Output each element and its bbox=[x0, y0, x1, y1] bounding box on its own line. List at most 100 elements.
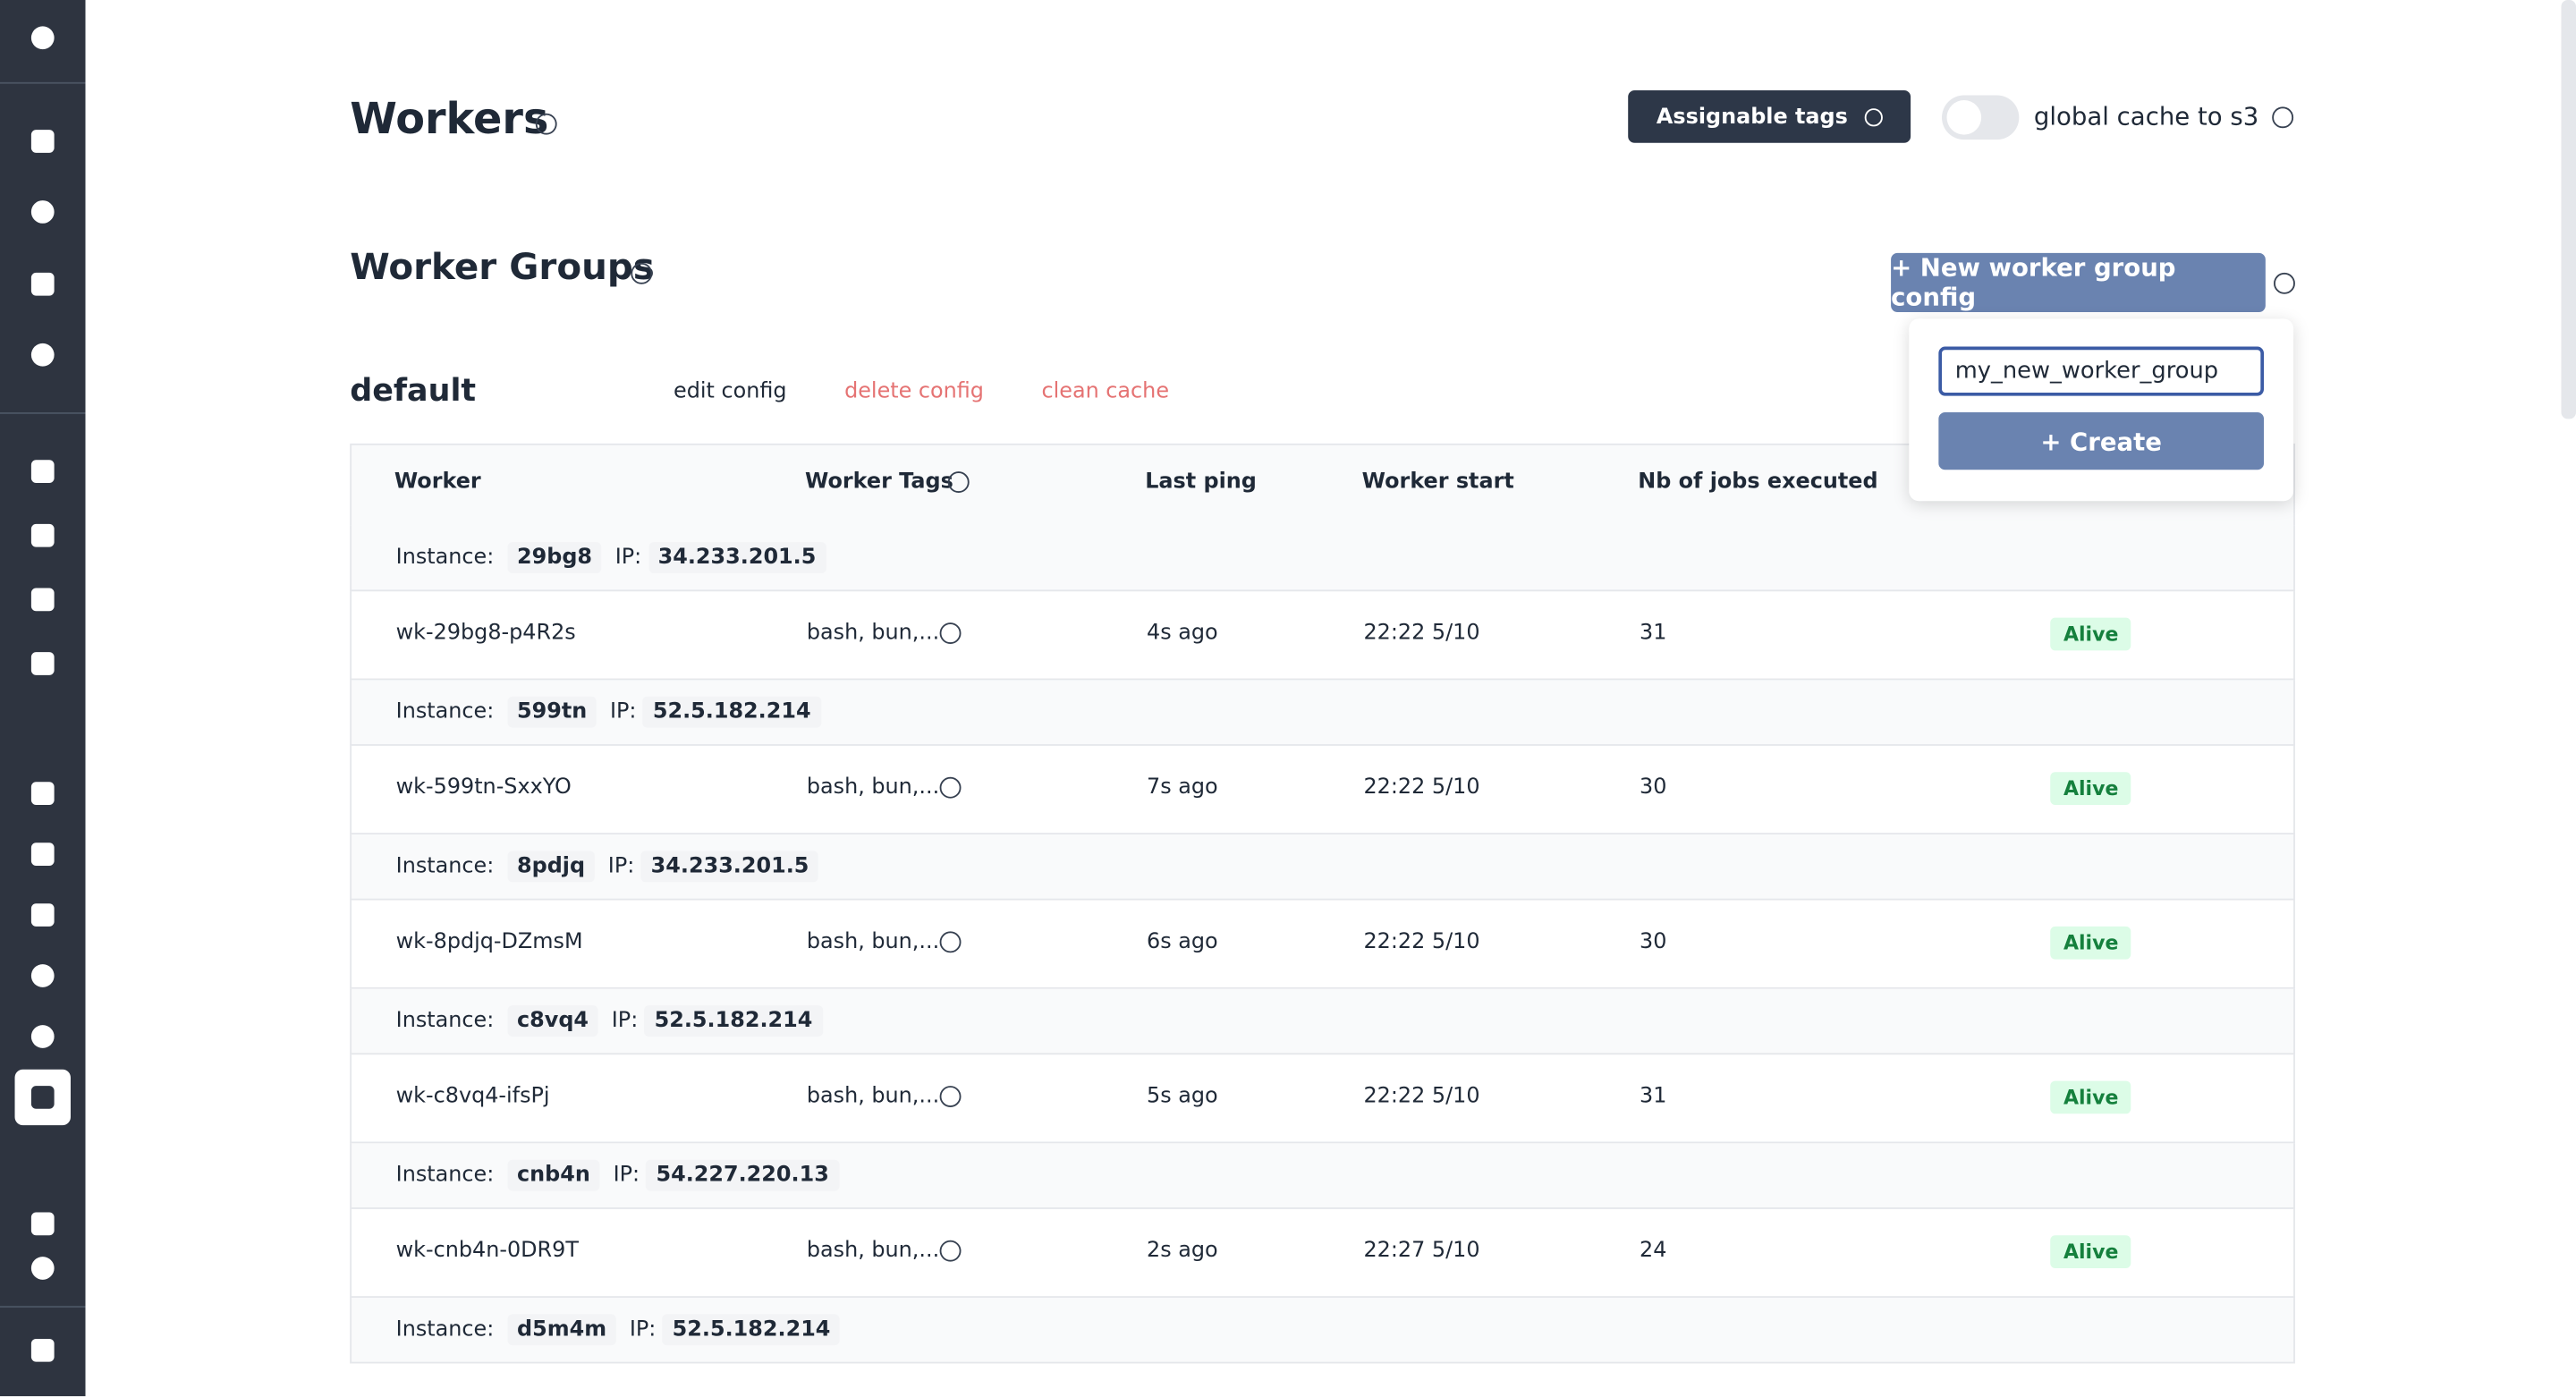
cell-jobs: 24 bbox=[1640, 1238, 1667, 1264]
instance-row: Instance: 8pdjq IP: 34.233.201.5 bbox=[350, 834, 2295, 901]
instance-label: Instance: bbox=[395, 1008, 495, 1034]
separator bbox=[0, 412, 86, 414]
column-header: Worker Tags bbox=[805, 470, 953, 495]
ip-address: 34.233.201.5 bbox=[640, 851, 819, 883]
toggle-label: global cache to s3 bbox=[2033, 101, 2259, 131]
cell-tags: bash, bun,... bbox=[806, 621, 940, 646]
ip-label: IP: bbox=[629, 1317, 657, 1342]
collapse-icon[interactable] bbox=[30, 1338, 55, 1362]
toggle[interactable] bbox=[1942, 95, 2020, 140]
new-group-button[interactable]: + New worker group config bbox=[1891, 252, 2266, 312]
ip-label: IP: bbox=[607, 854, 635, 879]
worker-row: wk-cnb4n-0DR9T bash, bun,... 2s ago 22:27 5… bbox=[350, 1208, 2295, 1299]
nav-icon[interactable] bbox=[30, 588, 55, 612]
cell-last-ping: 5s ago bbox=[1147, 1084, 1218, 1109]
cell-jobs: 30 bbox=[1640, 929, 1667, 955]
status-badge: Alive bbox=[2050, 926, 2132, 960]
instance-name: 8pdjq bbox=[506, 851, 596, 883]
cell-start: 22:27 5/10 bbox=[1363, 1238, 1480, 1264]
nav-icon[interactable] bbox=[30, 903, 55, 927]
info-icon[interactable] bbox=[2272, 106, 2294, 129]
cell-last-ping: 7s ago bbox=[1147, 775, 1218, 800]
nav-icon[interactable] bbox=[30, 272, 55, 296]
cell-tags: bash, bun,... bbox=[806, 1238, 940, 1264]
nav-icon[interactable] bbox=[30, 523, 55, 547]
info-icon[interactable] bbox=[2274, 272, 2295, 294]
scrollbar[interactable] bbox=[2561, 0, 2576, 419]
column-header: Worker bbox=[394, 470, 481, 495]
nav-icon[interactable] bbox=[30, 652, 55, 675]
cell-name: wk-29bg8-p4R2s bbox=[395, 621, 576, 646]
page-title: Workers bbox=[350, 95, 549, 145]
info-icon[interactable] bbox=[631, 262, 653, 284]
action-link[interactable]: clean cache bbox=[1041, 379, 1170, 404]
separator bbox=[0, 1306, 86, 1308]
nav-icon[interactable] bbox=[30, 130, 55, 153]
assignable-tags-button[interactable]: Assignable tags bbox=[1628, 90, 1911, 143]
action-link[interactable]: edit config bbox=[674, 379, 787, 404]
nav-icon[interactable] bbox=[30, 1212, 55, 1236]
nav-icon[interactable] bbox=[30, 343, 55, 367]
instance-name: cnb4n bbox=[506, 1159, 600, 1191]
worker-row: wk-599tn-SxxYO bash, bun,... 7s ago 22:22 5… bbox=[350, 745, 2295, 835]
instance-row: Instance: 29bg8 IP: 34.233.201.5 bbox=[350, 525, 2295, 592]
instance-row: Instance: 599tn IP: 52.5.182.214 bbox=[350, 680, 2295, 746]
cell-name: wk-c8vq4-ifsPj bbox=[395, 1084, 550, 1109]
instance-name: c8vq4 bbox=[506, 1005, 599, 1037]
cell-tags: bash, bun,... bbox=[806, 1084, 940, 1109]
nav-icon[interactable] bbox=[30, 1257, 55, 1280]
ip-label: IP: bbox=[611, 1008, 639, 1034]
group-name: default bbox=[350, 372, 477, 410]
instance-label: Instance: bbox=[395, 1163, 495, 1188]
cell-jobs: 31 bbox=[1640, 1084, 1667, 1109]
instance-name: d5m4m bbox=[506, 1314, 617, 1346]
cell-last-ping: 2s ago bbox=[1147, 1238, 1218, 1264]
action-link[interactable]: delete config bbox=[844, 379, 984, 404]
status-badge: Alive bbox=[2050, 772, 2132, 806]
instance-label: Instance: bbox=[395, 545, 495, 571]
cell-last-ping: 4s ago bbox=[1147, 621, 1218, 646]
cell-tags: bash, bun,... bbox=[806, 929, 940, 955]
section-title: Worker Groups bbox=[350, 248, 655, 290]
info-icon[interactable] bbox=[535, 113, 557, 135]
instance-row: Instance: cnb4n IP: 54.227.220.13 bbox=[350, 1143, 2295, 1209]
name-input[interactable]: my_new_worker_group bbox=[1938, 346, 2265, 396]
column-header: Worker start bbox=[1361, 470, 1514, 495]
cell-jobs: 30 bbox=[1640, 775, 1667, 800]
nav-icon[interactable] bbox=[30, 460, 55, 484]
info-icon bbox=[939, 931, 962, 953]
instance-label: Instance: bbox=[395, 699, 495, 725]
sidebar bbox=[0, 0, 86, 1397]
info-icon bbox=[939, 622, 962, 645]
instance-row: Instance: c8vq4 IP: 52.5.182.214 bbox=[350, 988, 2295, 1055]
worker-row: wk-8pdjq-DZmsM bash, bun,... 6s ago 22:22 5… bbox=[350, 900, 2295, 989]
nav-icon[interactable] bbox=[30, 842, 55, 866]
ip-address: 54.227.220.13 bbox=[646, 1159, 839, 1191]
status-badge: Alive bbox=[2050, 1080, 2132, 1114]
popover: my_new_worker_group + Create bbox=[1909, 318, 2294, 502]
info-icon bbox=[939, 776, 962, 799]
cell-tags: bash, bun,... bbox=[806, 775, 940, 800]
nav-icon[interactable] bbox=[30, 964, 55, 987]
cell-start: 22:22 5/10 bbox=[1363, 621, 1480, 646]
nav-active[interactable] bbox=[14, 1069, 71, 1126]
nav-icon[interactable] bbox=[30, 200, 55, 224]
logo[interactable] bbox=[30, 26, 55, 50]
status-badge: Alive bbox=[2050, 617, 2132, 651]
create-button[interactable]: + Create bbox=[1938, 412, 2265, 470]
cell-start: 22:22 5/10 bbox=[1363, 1084, 1480, 1109]
info-icon bbox=[939, 1240, 962, 1262]
ip-label: IP: bbox=[609, 699, 637, 725]
cell-name: wk-8pdjq-DZmsM bbox=[395, 929, 583, 955]
column-header: Last ping bbox=[1145, 470, 1257, 495]
ip-address: 52.5.182.214 bbox=[662, 1314, 841, 1346]
nav-icon[interactable] bbox=[30, 1025, 55, 1048]
instance-name: 599tn bbox=[506, 696, 597, 728]
ip-address: 52.5.182.214 bbox=[644, 1005, 823, 1037]
column-header: Nb of jobs executed bbox=[1638, 470, 1878, 495]
nav-icon[interactable] bbox=[30, 782, 55, 806]
ip-address: 34.233.201.5 bbox=[648, 542, 826, 574]
instance-row: Instance: d5m4m IP: 52.5.182.214 bbox=[350, 1298, 2295, 1364]
